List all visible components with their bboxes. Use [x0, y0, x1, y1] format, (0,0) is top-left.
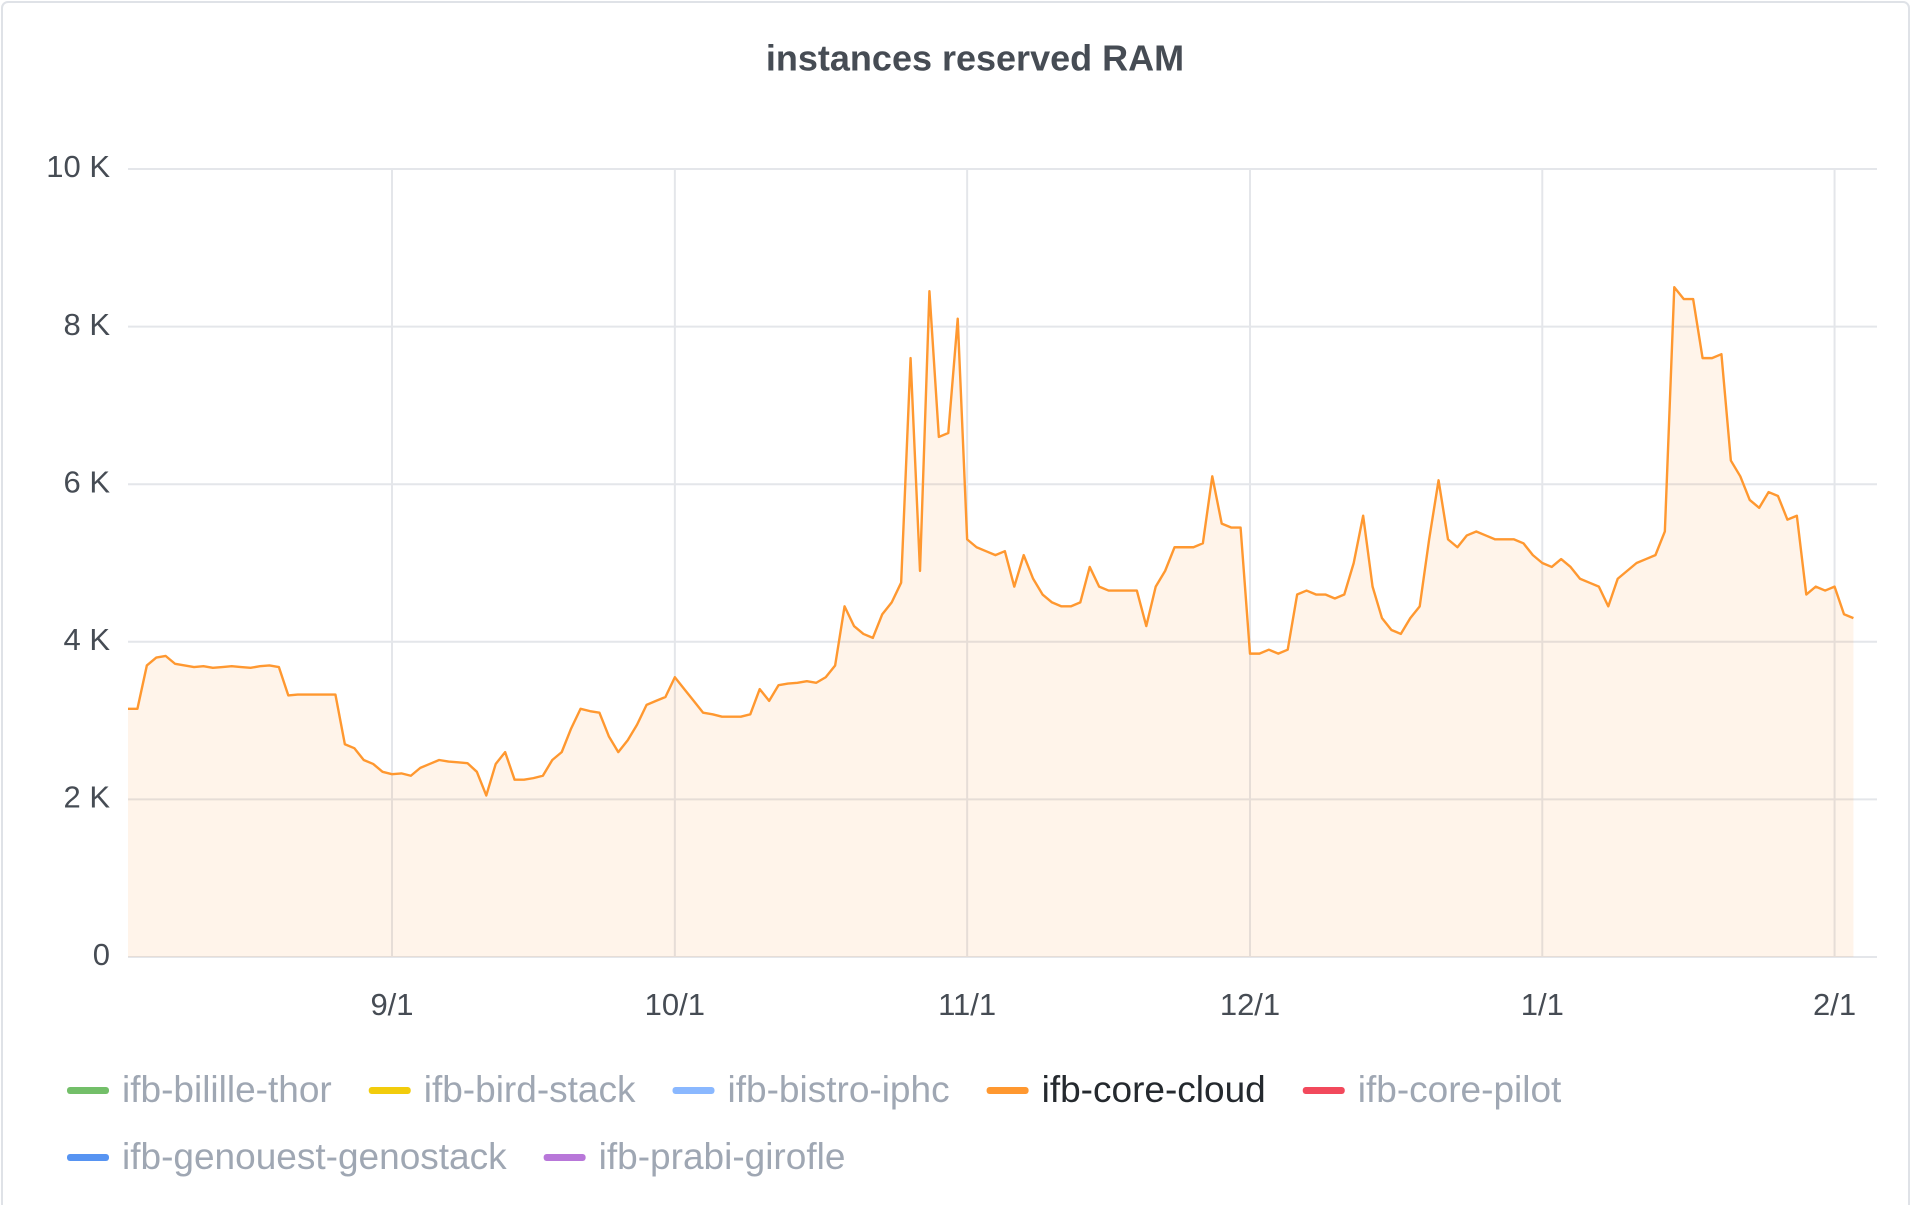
x-tick-label: 1/1: [1521, 987, 1564, 1022]
x-tick-label: 12/1: [1220, 987, 1280, 1022]
legend-swatch: [1302, 1087, 1345, 1094]
legend-label: ifb-prabi-girofle: [599, 1136, 846, 1177]
y-tick-label: 0: [93, 937, 110, 972]
y-tick-label: 8 K: [63, 307, 110, 342]
legend-item[interactable]: ifb-prabi-girofle: [543, 1136, 846, 1177]
x-tick-label: 9/1: [370, 987, 413, 1022]
x-tick-label: 10/1: [645, 987, 705, 1022]
y-tick-label: 6 K: [63, 464, 110, 499]
legend-swatch: [368, 1087, 411, 1094]
series-line: [128, 286, 1854, 797]
legend-item[interactable]: ifb-bistro-iphc: [672, 1069, 950, 1110]
legend-swatch: [986, 1087, 1029, 1094]
legend-label: ifb-core-pilot: [1358, 1069, 1562, 1110]
legend-item[interactable]: ifb-genouest-genostack: [67, 1136, 507, 1177]
legend-label: ifb-bird-stack: [424, 1069, 636, 1110]
legend-swatch: [67, 1154, 109, 1161]
x-tick-label: 2/1: [1813, 987, 1856, 1022]
legend-item[interactable]: ifb-bilille-thor: [67, 1069, 332, 1110]
legend-item[interactable]: ifb-core-cloud: [986, 1069, 1266, 1110]
y-tick-label: 2 K: [63, 780, 110, 815]
legend-swatch: [543, 1154, 586, 1161]
y-tick-label: 4 K: [63, 622, 110, 657]
legend-item[interactable]: ifb-bird-stack: [368, 1069, 636, 1110]
chart-title: instances reserved RAM: [766, 38, 1184, 79]
legend-item[interactable]: ifb-core-pilot: [1302, 1069, 1562, 1110]
x-tick-label: 11/1: [938, 987, 996, 1022]
legend-swatch: [672, 1087, 715, 1094]
legend-label: ifb-genouest-genostack: [122, 1136, 507, 1177]
series-area: [128, 287, 1854, 957]
y-tick-label: 10 K: [46, 149, 110, 184]
legend-swatch: [67, 1087, 109, 1094]
legend-label: ifb-bistro-iphc: [728, 1069, 950, 1110]
legend-label: ifb-core-cloud: [1042, 1069, 1266, 1110]
legend-label: ifb-bilille-thor: [122, 1069, 332, 1110]
